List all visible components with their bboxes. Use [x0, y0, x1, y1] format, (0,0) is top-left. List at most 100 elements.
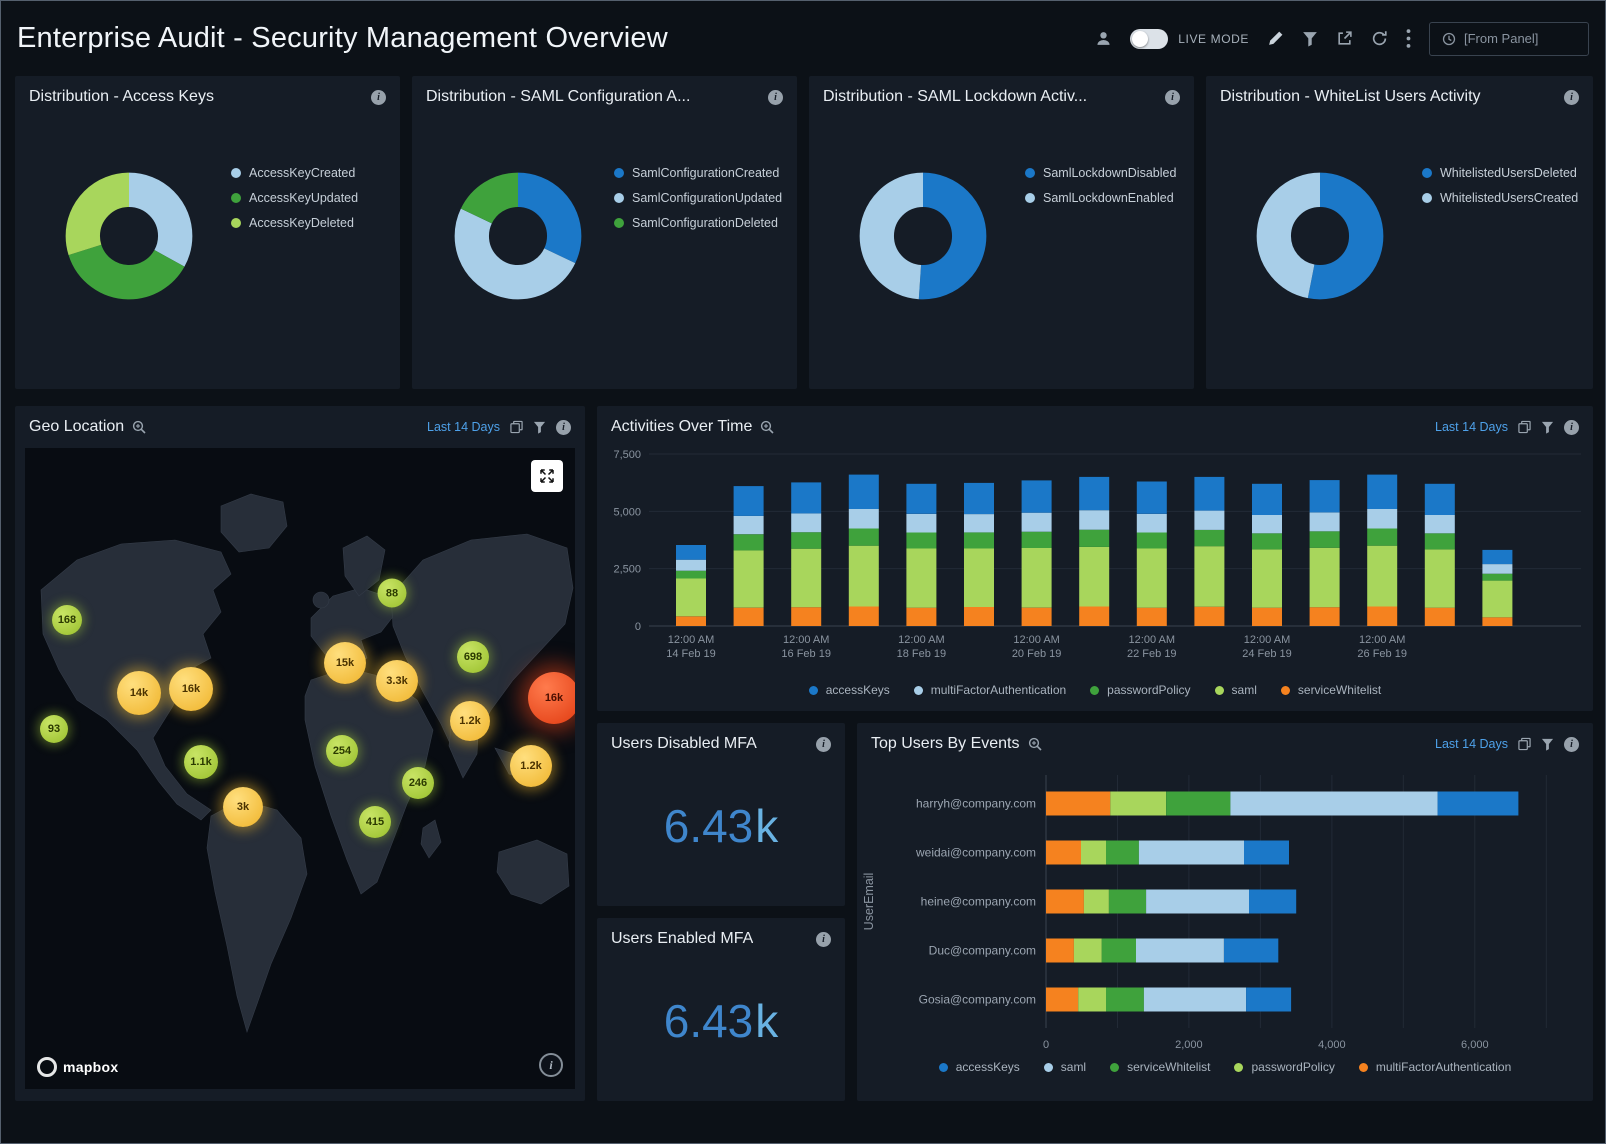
bar-segment[interactable] [1046, 889, 1084, 914]
bar-segment[interactable] [1367, 528, 1398, 546]
bar-segment[interactable] [1309, 512, 1340, 532]
bar-segment[interactable] [733, 515, 764, 535]
info-icon[interactable]: i [371, 89, 386, 105]
bar-segment[interactable] [1138, 840, 1244, 865]
bar-segment[interactable] [964, 607, 994, 626]
bar-segment[interactable] [1136, 548, 1167, 608]
bar-segment[interactable] [676, 616, 706, 626]
bar-segment[interactable] [1194, 606, 1225, 626]
bar-segment[interactable] [676, 578, 706, 617]
filter-icon[interactable] [1541, 421, 1554, 434]
bar-segment[interactable] [1046, 840, 1081, 865]
bar-segment[interactable] [1079, 510, 1110, 530]
bar-segment[interactable] [848, 474, 879, 509]
info-icon[interactable]: i [768, 89, 783, 105]
bar-segment[interactable] [1246, 987, 1292, 1012]
bar-segment[interactable] [1249, 889, 1297, 914]
info-icon[interactable]: i [1564, 89, 1579, 105]
bar-segment[interactable] [1224, 938, 1279, 963]
bar-segment[interactable] [1079, 476, 1110, 511]
world-map[interactable]: 168 88 15k 3.3k 698 14k 16k 16k 1.2k 93 254 1.1k 1.2… [25, 448, 575, 1089]
legend-item[interactable]: multiFactorAuthentication [913, 683, 1066, 697]
bar-segment[interactable] [1021, 607, 1052, 626]
legend-item[interactable]: serviceWhitelist [1280, 683, 1381, 697]
bar-segment[interactable] [1252, 533, 1282, 550]
bar-segment[interactable] [964, 514, 994, 533]
from-panel-dropdown[interactable]: [From Panel] [1429, 21, 1589, 56]
map-bubble[interactable]: 3.3k [376, 660, 418, 702]
bar-segment[interactable] [733, 550, 764, 608]
donut-segment[interactable] [1256, 172, 1384, 300]
bar-segment[interactable] [1230, 791, 1438, 816]
donut-segment[interactable] [454, 172, 582, 300]
donut-segment[interactable] [65, 172, 193, 300]
map-bubble[interactable]: 1.1k [184, 745, 218, 779]
donut-segment[interactable] [859, 172, 987, 300]
bar-segment[interactable] [1143, 987, 1247, 1012]
bar-segment[interactable] [1482, 580, 1513, 618]
bar-segment[interactable] [906, 548, 937, 608]
legend-item[interactable]: SamlLockdownEnabled [1025, 191, 1176, 205]
bar-segment[interactable] [1367, 474, 1398, 509]
map-bubble[interactable]: 14k [117, 671, 161, 715]
legend-item[interactable]: SamlConfigurationDeleted [614, 216, 782, 230]
bar-segment[interactable] [848, 509, 879, 529]
bar-segment[interactable] [1046, 987, 1079, 1012]
bar-segment[interactable] [1482, 549, 1513, 565]
map-bubble[interactable]: 246 [402, 767, 434, 799]
bar-segment[interactable] [1309, 480, 1340, 513]
legend-item[interactable]: saml [1214, 683, 1257, 697]
legend-item[interactable]: passwordPolicy [1234, 1060, 1335, 1074]
more-kebab-icon[interactable] [1406, 29, 1411, 48]
copy-panel-icon[interactable] [1518, 737, 1531, 751]
legend-item[interactable]: WhitelistedUsersDeleted [1422, 166, 1578, 180]
bar-segment[interactable] [1136, 532, 1167, 549]
legend-item[interactable]: accessKeys [938, 1060, 1020, 1074]
bar-segment[interactable] [676, 570, 706, 579]
legend-item[interactable]: serviceWhitelist [1110, 1060, 1210, 1074]
bar-segment[interactable] [906, 532, 937, 549]
copy-panel-icon[interactable] [1518, 420, 1531, 434]
bar-segment[interactable] [1194, 476, 1225, 511]
map-bubble[interactable]: 3k [223, 787, 263, 827]
bar-segment[interactable] [1367, 606, 1398, 627]
bar-segment[interactable] [1309, 607, 1340, 626]
info-icon[interactable]: i [1564, 419, 1579, 435]
bar-segment[interactable] [1252, 515, 1282, 534]
bar-segment[interactable] [906, 513, 937, 533]
bar-segment[interactable] [1079, 606, 1110, 627]
bar-segment[interactable] [1252, 549, 1282, 608]
bar-segment[interactable] [1482, 617, 1513, 626]
zoom-magnifier-icon[interactable] [1028, 737, 1042, 751]
info-icon[interactable]: i [816, 736, 831, 752]
legend-item[interactable]: WhitelistedUsersCreated [1422, 191, 1578, 205]
bar-segment[interactable] [964, 532, 994, 549]
mapbox-logo[interactable]: mapbox [37, 1057, 118, 1077]
bar-segment[interactable] [733, 534, 764, 551]
donut-segment[interactable] [65, 172, 193, 300]
donut-segment[interactable] [454, 172, 582, 300]
legend-item[interactable]: multiFactorAuthentication [1358, 1060, 1511, 1074]
bar-segment[interactable] [1424, 483, 1455, 515]
edit-pencil-icon[interactable] [1267, 30, 1284, 47]
bar-segment[interactable] [1252, 607, 1282, 626]
bar-segment[interactable] [1309, 547, 1340, 608]
bar-segment[interactable] [1021, 531, 1052, 548]
bar-segment[interactable] [1108, 889, 1147, 914]
map-bubble[interactable]: 16k [169, 667, 213, 711]
bar-segment[interactable] [1079, 529, 1110, 547]
legend-item[interactable]: AccessKeyCreated [231, 166, 358, 180]
bar-segment[interactable] [1136, 938, 1224, 963]
map-bubble[interactable]: 88 [377, 578, 407, 608]
bar-segment[interactable] [1046, 791, 1111, 816]
map-bubble[interactable]: 16k [528, 672, 575, 724]
bar-segment[interactable] [1424, 533, 1455, 550]
bar-segment[interactable] [791, 482, 822, 514]
bar-segment[interactable] [1101, 938, 1136, 963]
bar-segment[interactable] [1424, 515, 1455, 534]
bar-segment[interactable] [791, 607, 822, 626]
bar-segment[interactable] [1244, 840, 1289, 865]
legend-item[interactable]: AccessKeyDeleted [231, 216, 358, 230]
refresh-icon[interactable] [1371, 30, 1388, 47]
bar-segment[interactable] [1021, 512, 1052, 532]
